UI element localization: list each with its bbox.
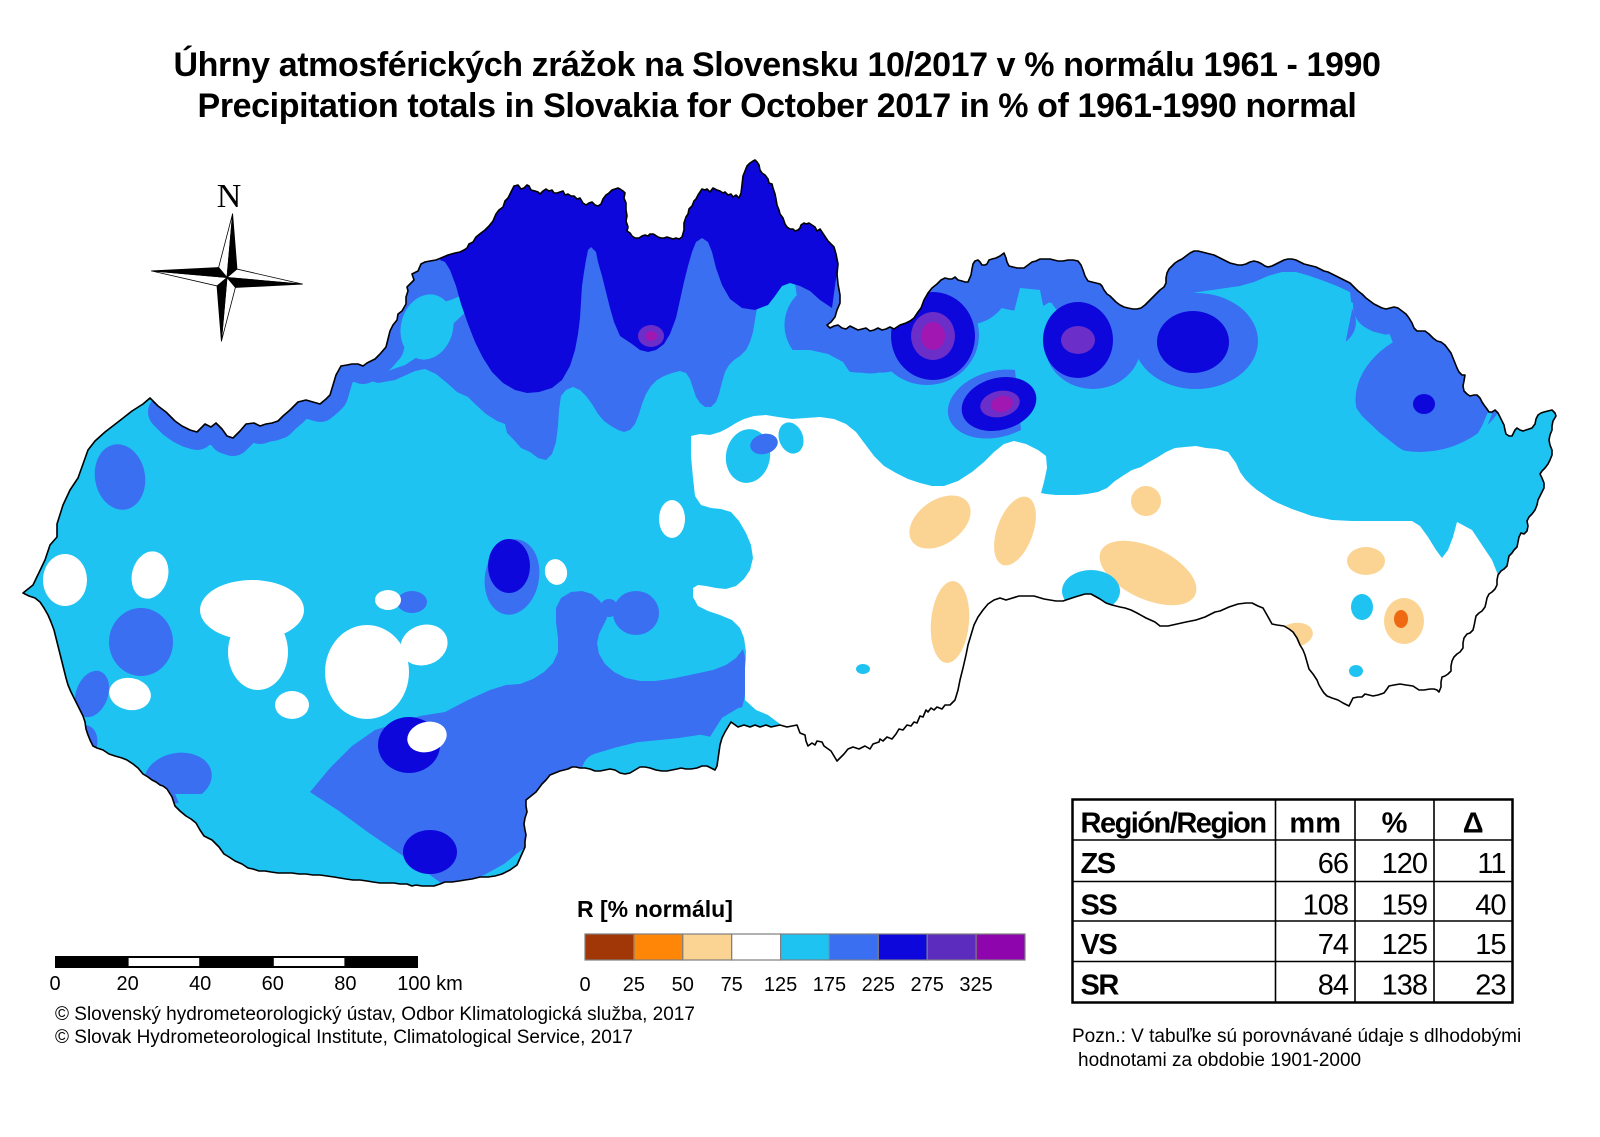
svg-text:25: 25 [623, 974, 645, 996]
svg-text:ZS: ZS [1081, 848, 1116, 880]
svg-text:225: 225 [862, 974, 895, 996]
svg-text:© Slovak Hydrometeorological I: © Slovak Hydrometeorological Institute, … [55, 1027, 633, 1048]
svg-text:138: 138 [1382, 970, 1427, 1002]
svg-text:R [% normálu]: R [% normálu] [577, 896, 733, 922]
svg-text:66: 66 [1318, 848, 1348, 880]
svg-text:40: 40 [189, 973, 211, 995]
svg-text:325: 325 [959, 974, 992, 996]
svg-text:Precipitation totals in Slovak: Precipitation totals in Slovakia for Oct… [198, 87, 1357, 125]
svg-text:0: 0 [579, 974, 590, 996]
svg-text:SR: SR [1081, 970, 1120, 1002]
svg-text:hodnotami za obdobie 1901-2000: hodnotami za obdobie 1901-2000 [1078, 1050, 1361, 1071]
svg-text:0: 0 [49, 973, 60, 995]
svg-text:84: 84 [1318, 970, 1349, 1002]
svg-text:75: 75 [721, 974, 743, 996]
svg-text:175: 175 [813, 974, 846, 996]
svg-text:74: 74 [1318, 929, 1349, 961]
svg-text:mm: mm [1289, 808, 1341, 840]
svg-text:11: 11 [1477, 848, 1505, 880]
svg-text:Úhrny atmosférických zrážok na: Úhrny atmosférických zrážok na Slovensku… [173, 46, 1380, 84]
svg-text:125: 125 [1382, 929, 1427, 961]
svg-text:108: 108 [1303, 890, 1348, 922]
svg-text:23: 23 [1475, 970, 1505, 1002]
svg-text:© Slovenský hydrometeorologick: © Slovenský hydrometeorologický ústav, O… [55, 1004, 695, 1025]
svg-text:VS: VS [1081, 929, 1118, 961]
svg-text:%: % [1382, 808, 1408, 840]
svg-text:120: 120 [1382, 848, 1427, 880]
svg-text:159: 159 [1382, 890, 1427, 922]
svg-text:275: 275 [911, 974, 944, 996]
svg-text:N: N [217, 178, 242, 215]
svg-text:Pozn.: V tabuľke sú porovnávan: Pozn.: V tabuľke sú porovnávané údaje s … [1072, 1026, 1521, 1047]
svg-text:15: 15 [1475, 929, 1505, 961]
svg-text:20: 20 [116, 973, 138, 995]
svg-text:40: 40 [1475, 890, 1505, 922]
svg-text:Región/Region: Región/Region [1081, 808, 1266, 840]
svg-text:Δ: Δ [1463, 808, 1484, 840]
svg-text:125: 125 [764, 974, 797, 996]
svg-text:60: 60 [262, 973, 284, 995]
svg-text:50: 50 [672, 974, 694, 996]
svg-text:80: 80 [334, 973, 356, 995]
svg-text:100 km: 100 km [397, 973, 463, 995]
svg-text:SS: SS [1081, 890, 1118, 922]
